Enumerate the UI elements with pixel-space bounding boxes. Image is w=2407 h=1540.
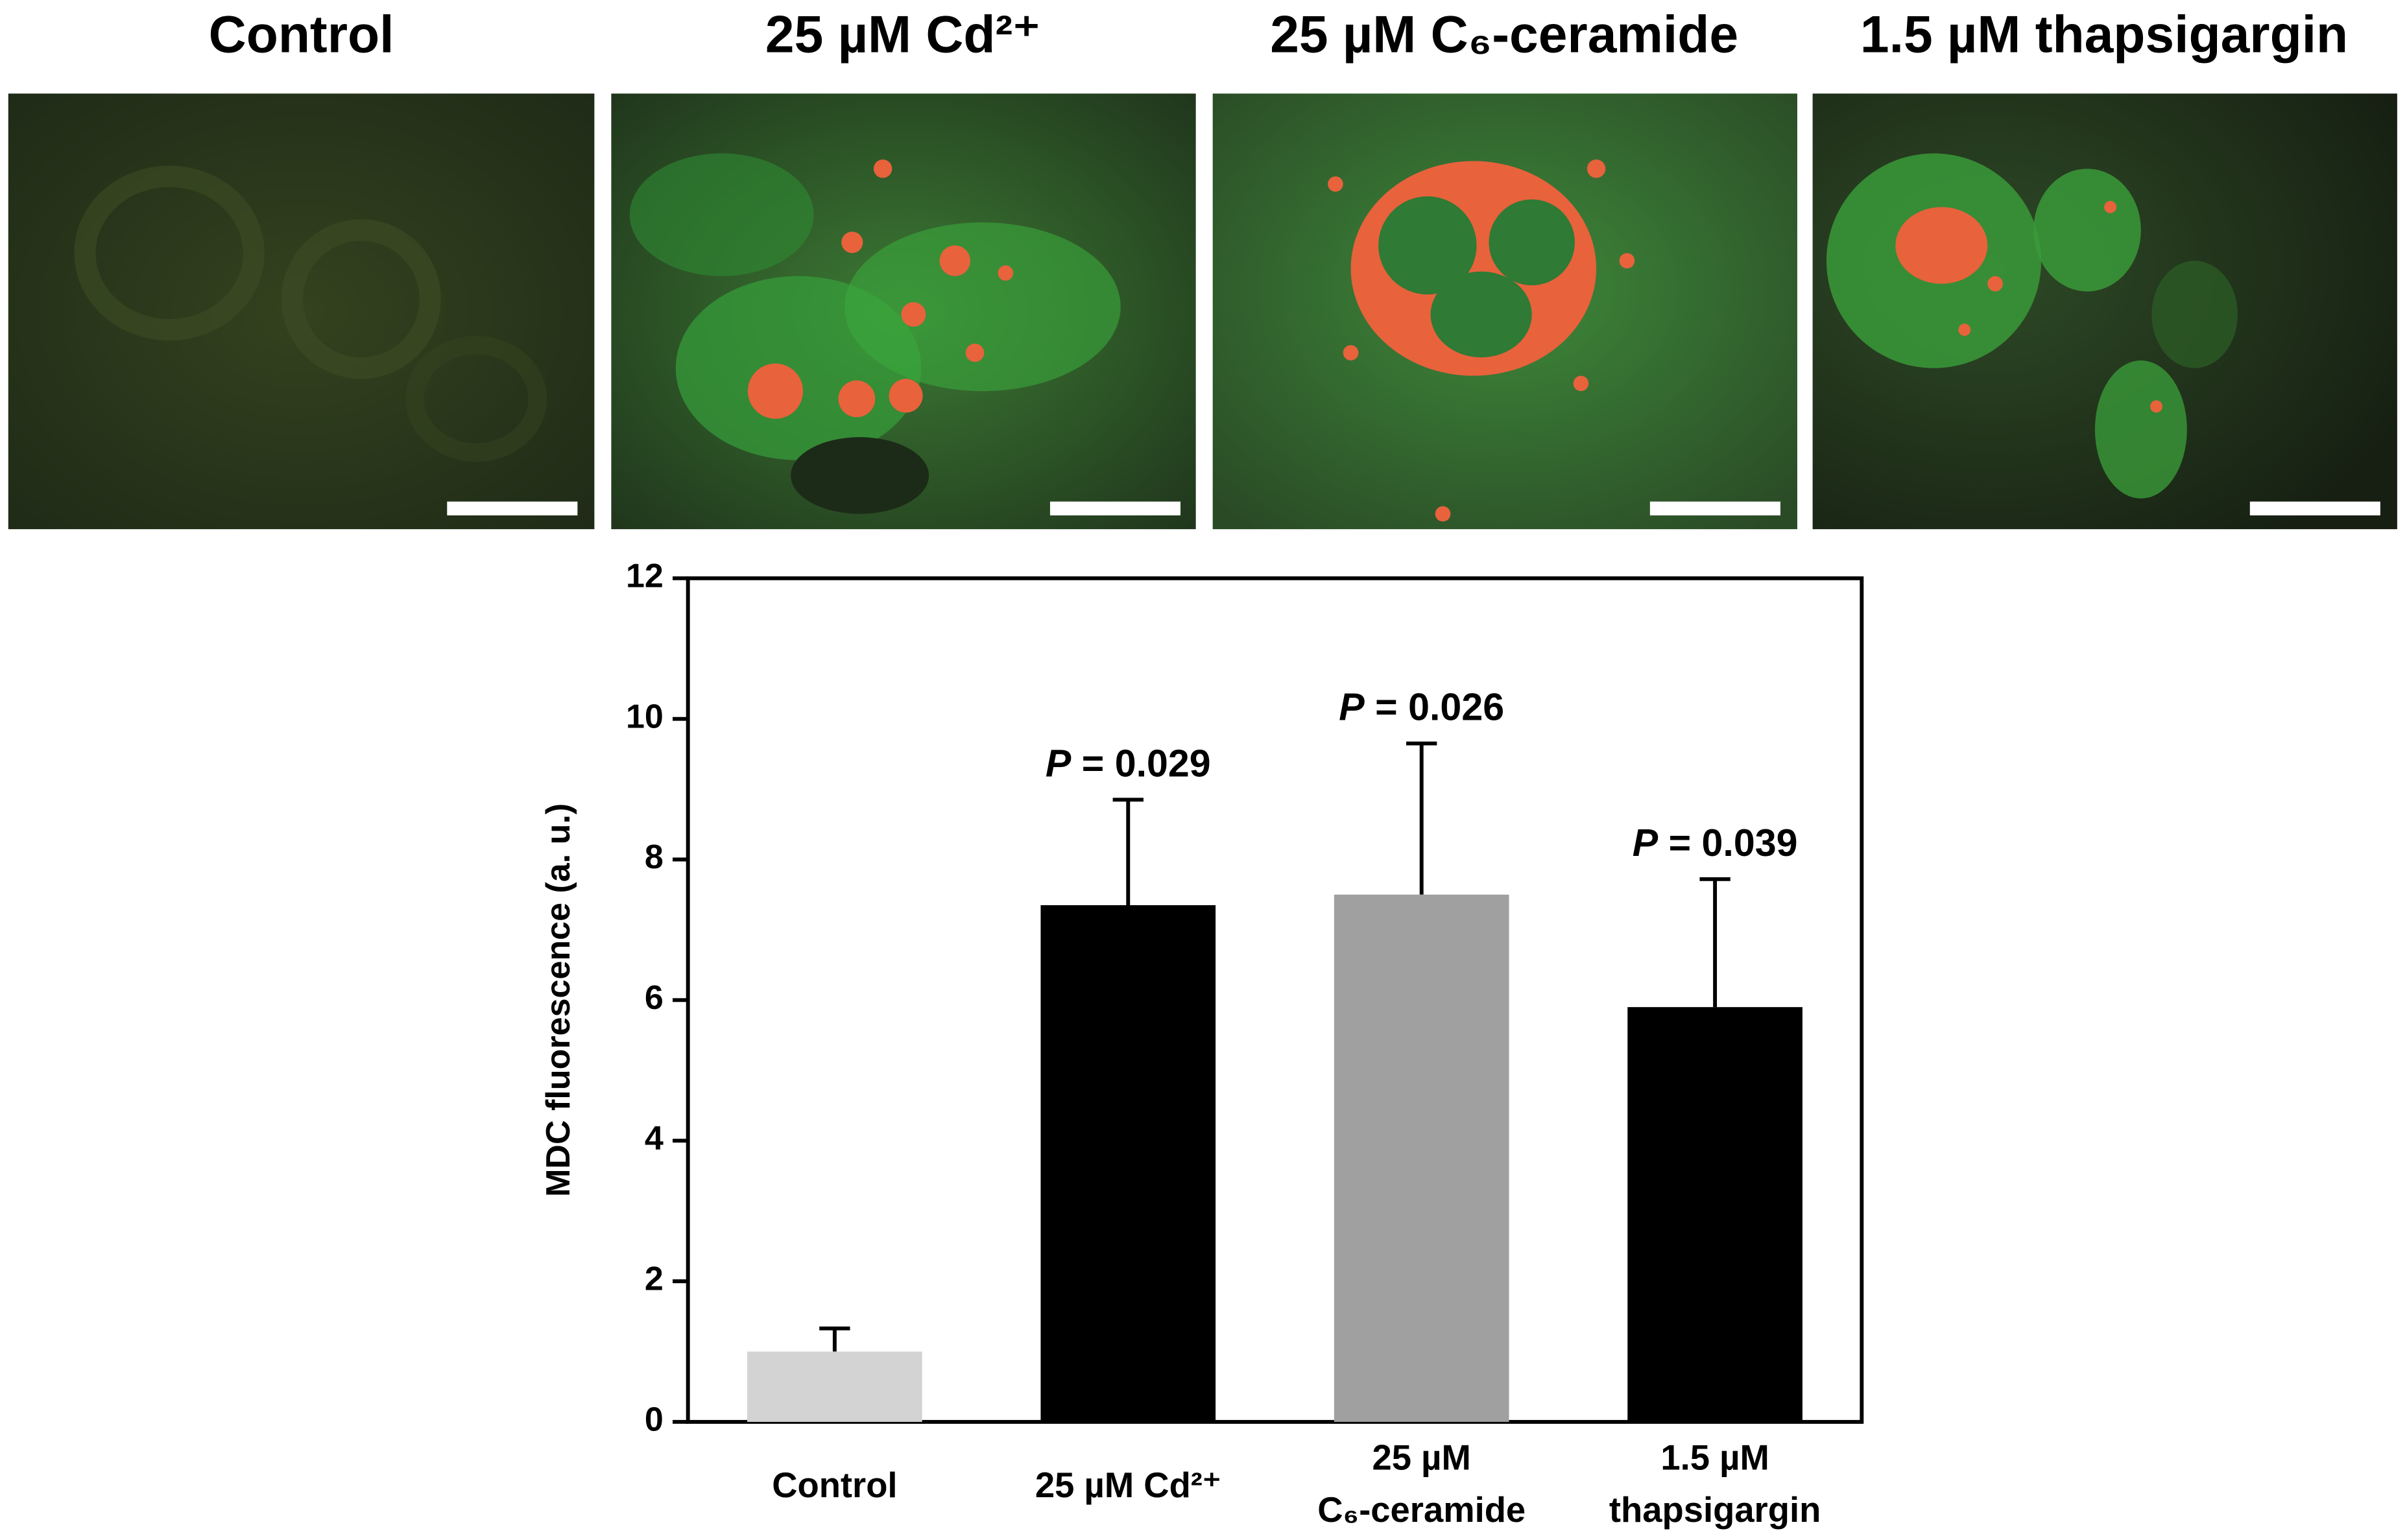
micrograph	[1812, 93, 2397, 530]
x-tick-label: thapsigargin	[1609, 1490, 1821, 1530]
p-value-label: P = 0.039	[1633, 820, 1798, 864]
bar	[1334, 894, 1509, 1422]
bar	[1627, 1007, 1802, 1422]
x-tick-label: C₆-ceramide	[1317, 1490, 1526, 1530]
bar	[1040, 905, 1216, 1422]
panel-title: 1.5 µM thapsigargin	[1860, 5, 2348, 64]
micrograph-panels: Control 25 µM Cd²⁺ 25 µM C₆-ceramide 1.5…	[8, 5, 2397, 530]
y-tick-label: 10	[626, 698, 664, 735]
x-tick-label: 25 µM	[1372, 1438, 1471, 1477]
p-value: = 0.039	[1658, 820, 1797, 864]
x-tick-label: 25 µM Cd²⁺	[1035, 1465, 1221, 1505]
x-tick-label: 1.5 µM	[1660, 1438, 1769, 1477]
y-axis-label: MDC fluorescence (a. u.)	[540, 803, 577, 1197]
bar-chart: MDC fluorescence (a. u.) 0 2 4 6 8 10 12 Contro…	[540, 558, 1864, 1530]
p-value-label: P = 0.029	[1046, 741, 1211, 785]
micrograph	[8, 93, 595, 530]
p-value: = 0.026	[1365, 685, 1504, 728]
panel-title: 25 µM C₆-ceramide	[1270, 5, 1738, 64]
p-symbol: P	[1633, 820, 1659, 864]
panel-title: 25 µM Cd²⁺	[765, 5, 1040, 64]
y-tick-label: 6	[645, 979, 664, 1017]
p-value: = 0.029	[1071, 741, 1210, 785]
x-tick-label: Control	[772, 1465, 897, 1505]
y-tick-label: 8	[645, 838, 664, 876]
micrograph	[1212, 93, 1797, 530]
plot-frame	[686, 576, 1864, 1424]
panel-title: Control	[209, 5, 394, 64]
y-tick-label: 0	[645, 1401, 664, 1439]
p-symbol: P	[1339, 685, 1365, 728]
bar	[747, 1351, 922, 1422]
y-tick-label: 4	[645, 1120, 664, 1157]
micrograph	[611, 93, 1196, 530]
y-tick-label: 2	[645, 1261, 664, 1298]
y-tick-label: 12	[626, 558, 664, 595]
p-symbol: P	[1046, 741, 1072, 785]
p-value-label: P = 0.026	[1339, 685, 1504, 728]
